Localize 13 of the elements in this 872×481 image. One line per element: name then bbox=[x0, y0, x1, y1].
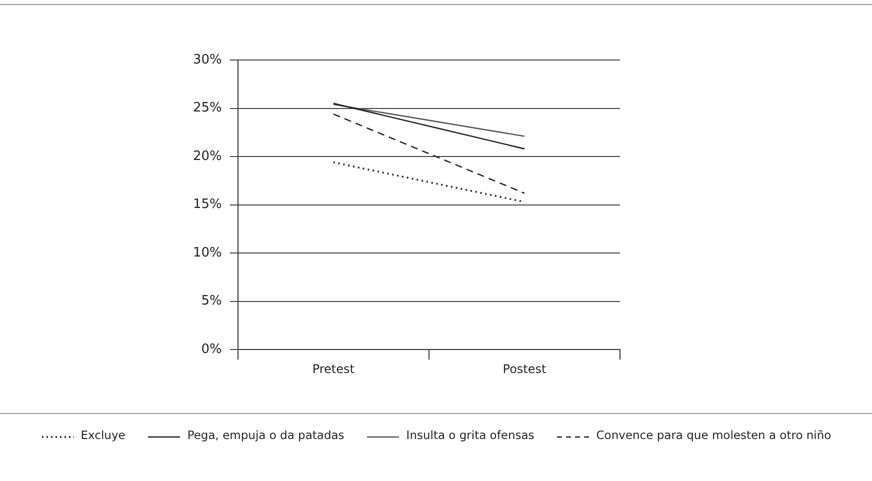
y-tick-label: 20% bbox=[192, 148, 222, 164]
legend-label: Pega, empuja o da patadas bbox=[187, 428, 344, 442]
y-tick-label: 30% bbox=[192, 52, 222, 68]
y-tick-label: 15% bbox=[192, 197, 222, 212]
legend-label: Excluye bbox=[80, 428, 126, 442]
y-tick-label: 10% bbox=[192, 245, 222, 260]
legend-label: Convence para que molesten a otro niño bbox=[596, 428, 832, 442]
x-tick-label: Postest bbox=[502, 362, 546, 376]
y-tick-label: 25% bbox=[192, 100, 222, 116]
y-tick-label: 5% bbox=[201, 294, 222, 309]
legend-label: Insulta o grita ofensas bbox=[406, 428, 534, 442]
x-tick-label: Pretest bbox=[312, 362, 355, 376]
y-tick-label: 0% bbox=[201, 342, 222, 357]
